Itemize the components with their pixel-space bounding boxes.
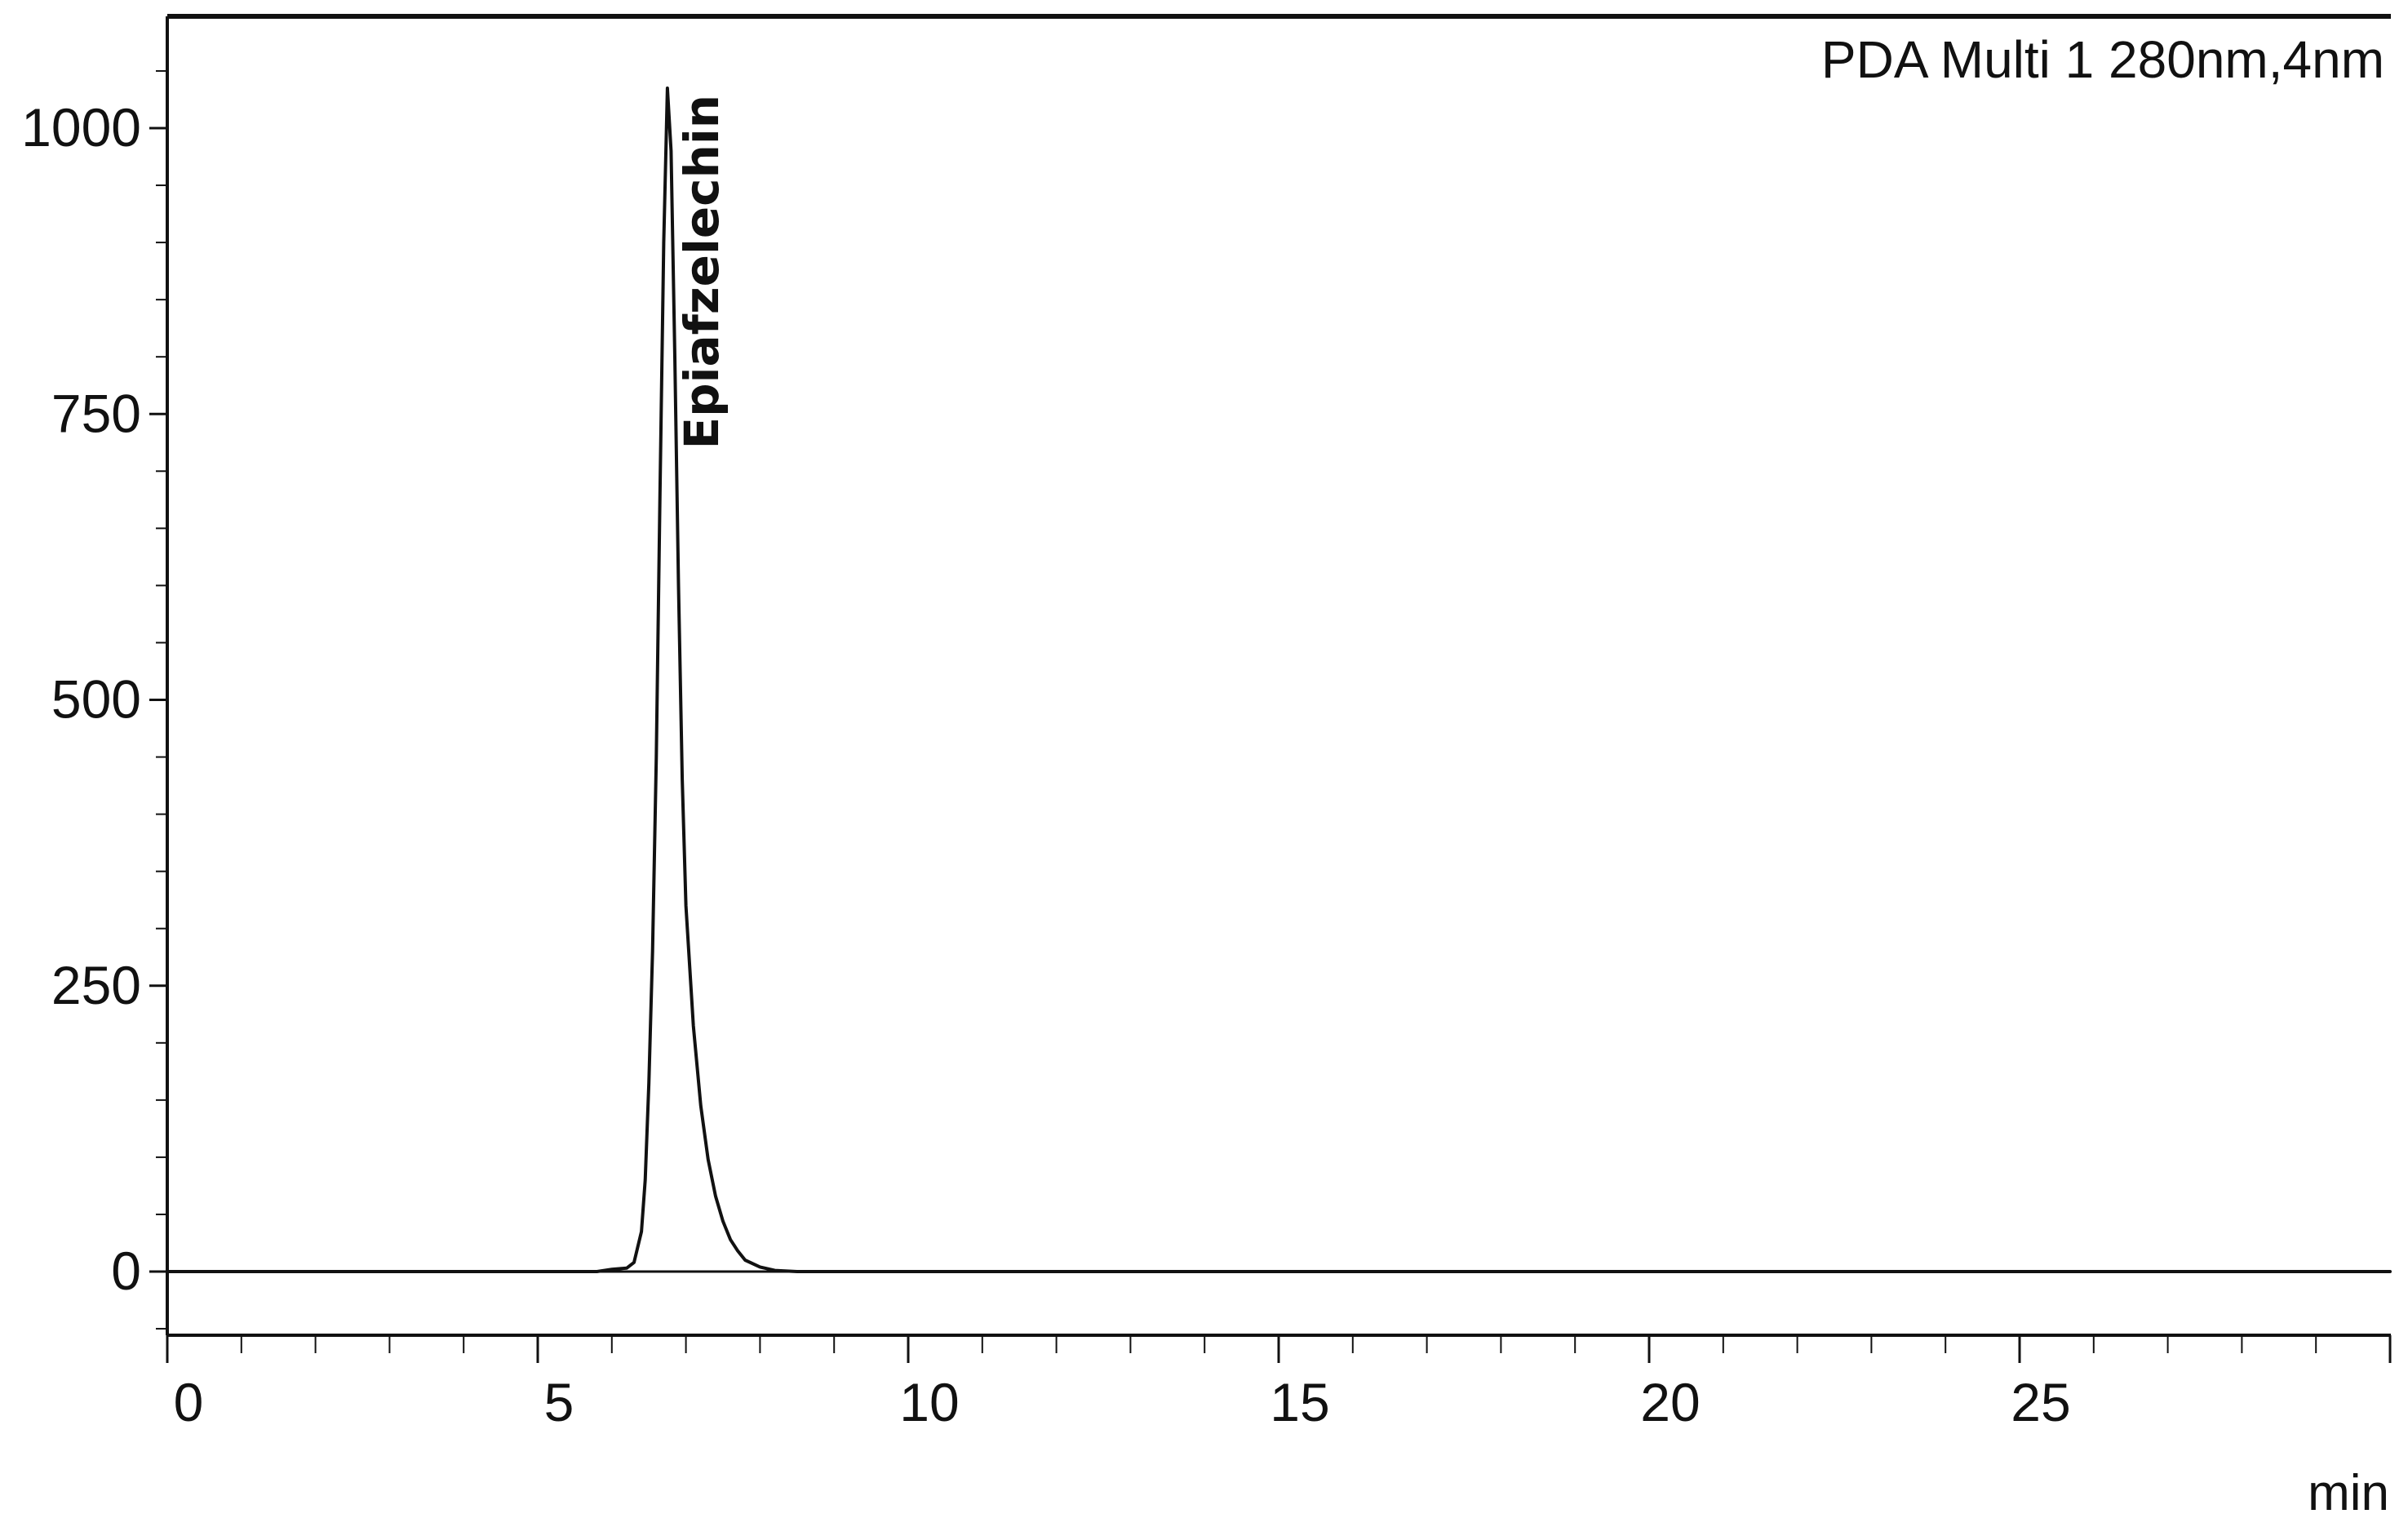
x-tick-label: 10	[899, 1372, 959, 1432]
y-tick-label: 1000	[21, 97, 141, 158]
x-tick-label: 20	[1640, 1372, 1700, 1432]
x-tick-label: 0	[174, 1372, 204, 1432]
peak-label-epiafzelechin: Epiafzelechin	[674, 95, 729, 450]
x-axis-unit-label: min	[2308, 1465, 2389, 1521]
detector-label: PDA Multi 1 280nm,4nm	[1821, 30, 2384, 89]
y-tick-label: 250	[51, 955, 141, 1015]
chromatogram-trace	[166, 87, 2392, 1273]
y-tick-label: 750	[51, 383, 141, 443]
x-tick-label: 5	[544, 1372, 574, 1432]
x-tick-label: 15	[1270, 1372, 1329, 1432]
x-tick-label: 25	[2011, 1372, 2070, 1432]
y-tick-label: 500	[51, 669, 141, 730]
y-tick-label: 0	[111, 1241, 141, 1301]
